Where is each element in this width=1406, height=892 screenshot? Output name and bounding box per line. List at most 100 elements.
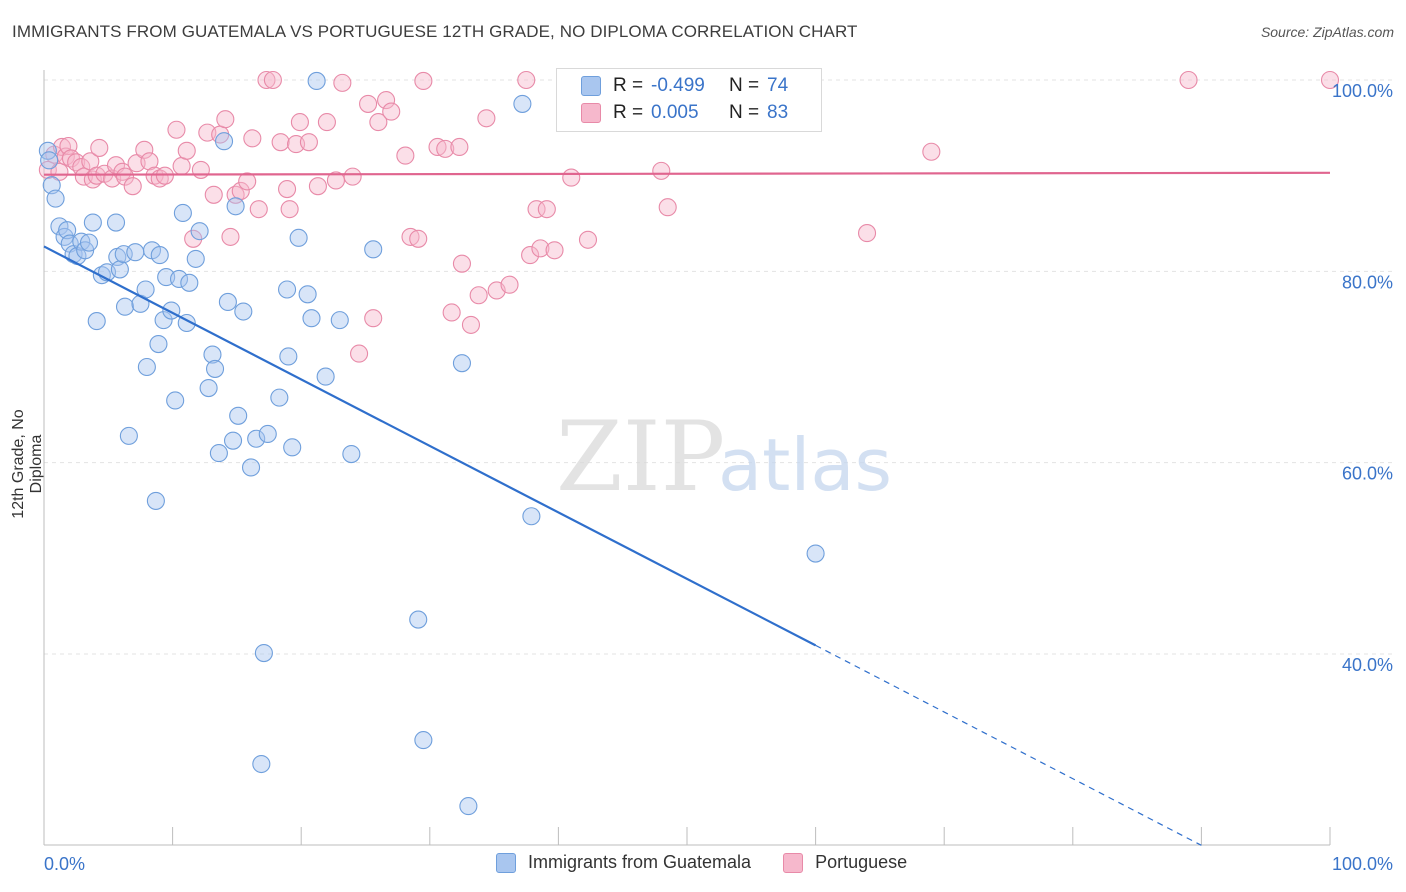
data-point-portuguese [350, 344, 369, 363]
data-point-guatemala [137, 357, 156, 377]
data-point-guatemala [106, 213, 126, 232]
data-point-guatemala [258, 424, 277, 444]
trend-line-portuguese [43, 171, 1331, 176]
data-point-portuguese [469, 286, 488, 305]
data-point-guatemala [806, 544, 825, 563]
data-point-guatemala [229, 406, 248, 425]
data-point-guatemala [330, 311, 349, 330]
data-point-guatemala [199, 378, 218, 398]
data-point-portuguese [1179, 70, 1198, 90]
series-legend: Immigrants from Guatemala Portuguese [496, 852, 939, 873]
data-point-guatemala [241, 458, 261, 477]
y-tick-label: 80.0% [1342, 272, 1393, 292]
data-point-portuguese [115, 167, 135, 186]
stats-legend: R = -0.499 N = 74 R = 0.005 N = 83 [556, 68, 822, 132]
data-point-portuguese [343, 167, 362, 186]
data-point-portuguese [67, 153, 86, 172]
data-point-portuguese [652, 161, 671, 180]
data-point-guatemala [414, 731, 433, 750]
data-point-portuguese [382, 102, 401, 121]
data-point-portuguese [562, 168, 581, 187]
data-point-portuguese [308, 177, 327, 196]
data-point-portuguese [409, 229, 428, 248]
chart-title: IMMIGRANTS FROM GUATEMALA VS PORTUGUESE … [12, 22, 858, 41]
data-point-portuguese [204, 185, 223, 204]
data-point-guatemala [146, 491, 165, 510]
data-point-guatemala [87, 312, 106, 331]
data-point-guatemala [214, 132, 234, 151]
data-point-portuguese [450, 137, 469, 157]
data-point-guatemala [149, 334, 168, 354]
gridlines [44, 79, 1392, 655]
data-point-guatemala [459, 797, 478, 816]
data-point-portuguese [452, 254, 472, 273]
data-point-portuguese [317, 113, 336, 132]
series-immigrants-from-guatemala [38, 71, 825, 816]
legend-row-portuguese: R = 0.005 N = 83 [581, 101, 788, 125]
legend-r-value: -0.499 [651, 75, 705, 96]
legend-swatch-blue [581, 76, 601, 96]
legend-swatch-blue [496, 852, 516, 873]
y-tick-label: 40.0% [1342, 655, 1393, 675]
data-point-portuguese [527, 200, 546, 219]
data-point-guatemala [226, 197, 245, 216]
data-point-portuguese [50, 162, 69, 181]
legend-r-value: 0.005 [651, 102, 699, 123]
source-credit: Source: ZipAtlas.com [1260, 24, 1394, 40]
data-point-guatemala [110, 260, 129, 279]
legend-n-value: 74 [767, 75, 789, 96]
data-point-guatemala [289, 228, 308, 247]
data-point-portuguese [155, 166, 174, 185]
legend-r-label: R = [613, 102, 644, 123]
data-point-guatemala [42, 176, 61, 195]
legend-row-guatemala: R = -0.499 N = 74 [581, 74, 788, 98]
watermark-atlas: atlas [718, 423, 892, 507]
data-point-guatemala [115, 297, 135, 316]
data-point-portuguese [578, 230, 598, 249]
data-point-portuguese [172, 157, 191, 176]
data-point-portuguese [145, 166, 164, 185]
data-point-guatemala [114, 245, 133, 264]
data-point-portuguese [249, 200, 268, 219]
data-point-portuguese [401, 227, 420, 246]
data-point-guatemala [46, 189, 65, 208]
data-point-guatemala [154, 311, 173, 330]
data-point-guatemala [252, 754, 271, 774]
watermark: ZIP atlas [556, 401, 892, 513]
data-point-guatemala [169, 269, 189, 289]
data-point-guatemala [316, 367, 335, 386]
data-point-guatemala [203, 345, 222, 364]
data-point-guatemala [298, 285, 317, 304]
data-point-portuguese [377, 91, 396, 110]
data-point-guatemala [209, 444, 228, 463]
trend-line-guatemala-extension [815, 644, 1202, 846]
data-point-portuguese [263, 70, 282, 90]
data-point-guatemala [247, 429, 266, 448]
y-tick-label: 100.0% [1332, 81, 1393, 101]
data-point-portuguese [113, 162, 132, 181]
data-point-portuguese [257, 70, 276, 90]
legend-swatch-pink [783, 852, 804, 873]
data-point-portuguese [184, 229, 203, 248]
data-point-portuguese [922, 142, 941, 161]
y-tick-label: 60.0% [1342, 464, 1393, 484]
data-point-portuguese [135, 140, 154, 159]
data-point-portuguese [280, 200, 299, 219]
data-point-guatemala [173, 203, 192, 223]
axes [43, 70, 1331, 846]
data-point-guatemala [409, 610, 428, 629]
data-point-portuguese [271, 133, 290, 152]
data-point-guatemala [513, 94, 532, 113]
data-point-portuguese [436, 139, 455, 158]
data-point-portuguese [414, 71, 433, 91]
data-point-portuguese [278, 180, 297, 199]
data-point-guatemala [166, 391, 185, 410]
data-point-portuguese [545, 241, 564, 260]
data-point-portuguese [857, 224, 877, 243]
data-point-guatemala [150, 246, 169, 265]
x-tick-label: 100.0% [1332, 854, 1393, 874]
trend-line-guatemala [43, 245, 817, 647]
data-point-guatemala [180, 273, 199, 292]
data-point-guatemala [38, 141, 57, 160]
